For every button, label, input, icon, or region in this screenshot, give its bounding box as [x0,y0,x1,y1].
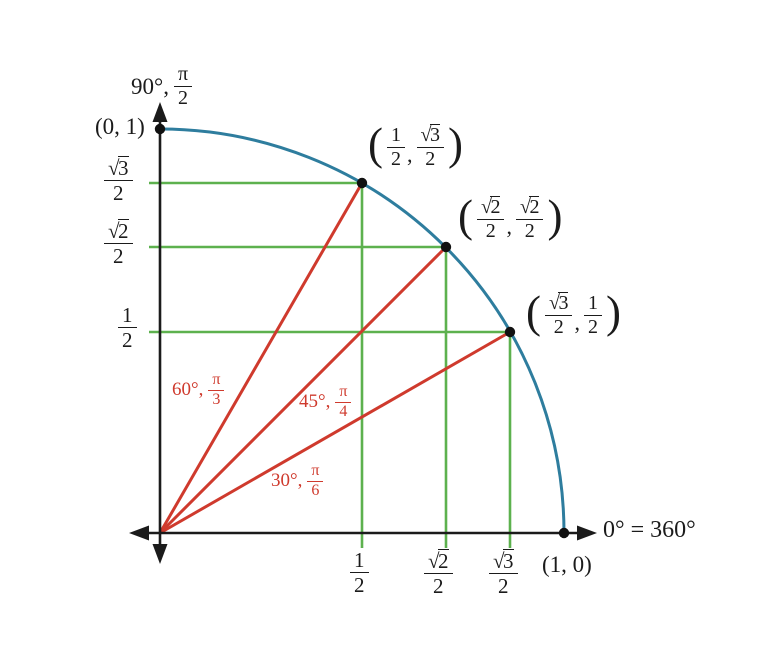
x-tick-half: 1 2 [350,549,369,596]
angle-label-45: 45°, π 4 [299,383,352,421]
x-axis-left-arrow-icon [129,525,149,541]
coord-label-45deg: ( √ 2 2 , √ 2 2 ) [458,191,563,242]
open-paren: ( [368,119,383,170]
x-axis-angle-label: 0° = 360° [603,517,696,543]
pi-over-2-fraction: π 2 [173,64,193,109]
angle-label-60: 60°, π 3 [172,371,225,409]
radical-sign: √ [481,196,492,218]
point-dot-0-1 [154,123,166,135]
point-dot-60deg [356,177,368,189]
y-axis-down-arrow-icon [152,544,168,564]
open-paren: ( [526,287,541,338]
radical-sign: √ [519,196,531,218]
close-paren: ) [605,287,621,338]
red-ray-45deg [158,245,448,535]
x-tick-sqrt3-2: √ 3 2 [489,549,518,597]
pi-over-4-fraction: π 4 [335,383,352,421]
y-axis-up-arrow-icon [152,102,168,122]
radical-sign: √ [493,549,505,573]
radical-sign: √ [428,549,440,573]
y-tick-sqrt2-2: √ 2 2 [104,219,133,267]
ninety-deg-text: 90°, [131,73,169,99]
y-tick-sqrt3-2: √ 3 2 [104,156,133,204]
pi-over-6-fraction: π 6 [307,462,324,500]
y-axis-angle-label: 90°, π 2 [131,64,193,109]
close-paren: ) [547,191,563,242]
open-paren: ( [458,191,473,242]
y-tick-half: 1 2 [118,304,137,351]
red-ray-30deg [159,330,511,535]
x-axis-right-arrow-icon [577,525,597,541]
coord-label-30deg: ( √ 3 2 , 1 2 ) [526,287,621,338]
radical-sign: √ [108,219,120,243]
pi-over-3-fraction: π 3 [208,371,225,409]
point-dot-45deg [440,241,452,253]
point-label-0-1: (0, 1) [95,114,145,139]
radical-sign: √ [549,292,560,314]
point-dot-1-0 [558,527,570,539]
radical-sign: √ [420,124,432,146]
point-label-1-0: (1, 0) [542,552,592,577]
radical-sign: √ [108,156,120,180]
coord-label-60deg: ( 1 2 , √ 3 2 ) [368,119,463,170]
x-tick-sqrt2-2: √ 2 2 [424,549,453,597]
angle-label-30: 30°, π 6 [271,462,324,500]
close-paren: ) [447,119,463,170]
red-ray-60deg [158,182,364,534]
point-dot-30deg [504,326,516,338]
